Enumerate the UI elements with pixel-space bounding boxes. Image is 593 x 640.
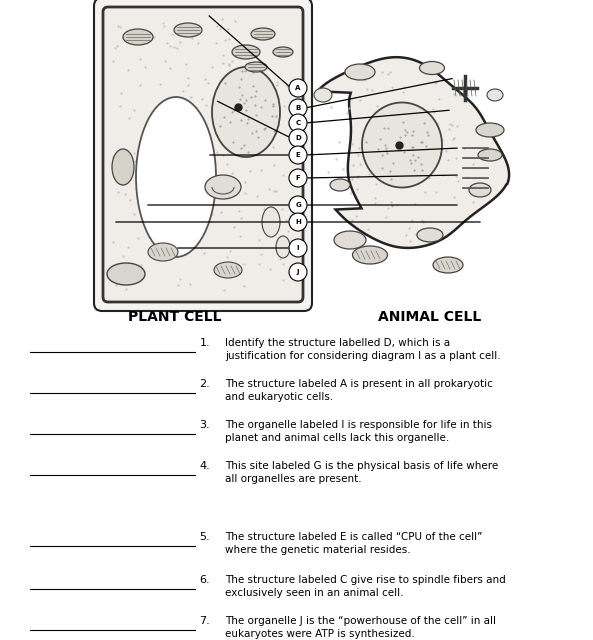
- Circle shape: [289, 263, 307, 281]
- Ellipse shape: [273, 47, 293, 57]
- Ellipse shape: [112, 149, 134, 185]
- Text: where the genetic material resides.: where the genetic material resides.: [225, 545, 410, 555]
- Ellipse shape: [205, 175, 241, 199]
- FancyBboxPatch shape: [103, 7, 303, 302]
- Ellipse shape: [478, 149, 502, 161]
- Text: 7.: 7.: [199, 616, 210, 626]
- Ellipse shape: [334, 231, 366, 249]
- Ellipse shape: [174, 23, 202, 37]
- Ellipse shape: [469, 183, 491, 197]
- Ellipse shape: [314, 88, 332, 102]
- Text: 4.: 4.: [199, 461, 210, 471]
- Text: This site labeled G is the physical basis of life where: This site labeled G is the physical basi…: [225, 461, 498, 471]
- Ellipse shape: [352, 246, 387, 264]
- Circle shape: [289, 129, 307, 147]
- Ellipse shape: [276, 236, 290, 258]
- Text: 3.: 3.: [199, 420, 210, 430]
- Ellipse shape: [232, 45, 260, 59]
- Text: 1.: 1.: [199, 338, 210, 348]
- Circle shape: [289, 146, 307, 164]
- Ellipse shape: [345, 64, 375, 80]
- Ellipse shape: [330, 179, 350, 191]
- Text: E: E: [296, 152, 301, 158]
- Ellipse shape: [123, 29, 153, 45]
- Circle shape: [289, 79, 307, 97]
- Text: planet and animal cells lack this organelle.: planet and animal cells lack this organe…: [225, 433, 449, 443]
- Circle shape: [289, 114, 307, 132]
- Ellipse shape: [362, 102, 442, 188]
- Ellipse shape: [136, 97, 216, 257]
- Ellipse shape: [419, 61, 445, 74]
- Ellipse shape: [476, 123, 504, 137]
- Ellipse shape: [245, 62, 267, 72]
- Circle shape: [289, 99, 307, 117]
- FancyBboxPatch shape: [94, 0, 312, 311]
- Ellipse shape: [212, 67, 280, 157]
- Text: H: H: [295, 219, 301, 225]
- Ellipse shape: [487, 89, 503, 101]
- Circle shape: [289, 239, 307, 257]
- Text: G: G: [295, 202, 301, 208]
- Polygon shape: [318, 57, 509, 248]
- Text: all organelles are present.: all organelles are present.: [225, 474, 362, 484]
- Ellipse shape: [251, 28, 275, 40]
- Text: PLANT CELL: PLANT CELL: [128, 310, 222, 324]
- Text: and eukaryotic cells.: and eukaryotic cells.: [225, 392, 333, 402]
- Text: I: I: [296, 245, 299, 251]
- Ellipse shape: [148, 243, 178, 261]
- Text: ANIMAL CELL: ANIMAL CELL: [378, 310, 482, 324]
- Circle shape: [289, 213, 307, 231]
- Ellipse shape: [262, 207, 280, 237]
- Text: F: F: [296, 175, 301, 181]
- Text: The structure labeled A is present in all prokaryotic: The structure labeled A is present in al…: [225, 379, 493, 389]
- Ellipse shape: [433, 257, 463, 273]
- Text: The structure labeled E is called “CPU of the cell”: The structure labeled E is called “CPU o…: [225, 532, 482, 542]
- Circle shape: [289, 169, 307, 187]
- Text: justification for considering diagram I as a plant cell.: justification for considering diagram I …: [225, 351, 500, 361]
- Text: 2.: 2.: [199, 379, 210, 389]
- Text: 5.: 5.: [199, 532, 210, 542]
- Text: C: C: [295, 120, 301, 126]
- Ellipse shape: [417, 228, 443, 242]
- Text: eukaryotes were ATP is synthesized.: eukaryotes were ATP is synthesized.: [225, 629, 415, 639]
- Ellipse shape: [107, 263, 145, 285]
- Text: B: B: [295, 105, 301, 111]
- Text: Identify the structure labelled D, which is a: Identify the structure labelled D, which…: [225, 338, 450, 348]
- Text: 6.: 6.: [199, 575, 210, 585]
- Text: A: A: [295, 85, 301, 91]
- Text: exclusively seen in an animal cell.: exclusively seen in an animal cell.: [225, 588, 403, 598]
- Ellipse shape: [214, 262, 242, 278]
- Text: The organelle labeled I is responsible for life in this: The organelle labeled I is responsible f…: [225, 420, 492, 430]
- Text: D: D: [295, 135, 301, 141]
- Text: The structure labeled C give rise to spindle fibers and: The structure labeled C give rise to spi…: [225, 575, 506, 585]
- Text: J: J: [296, 269, 299, 275]
- Text: The organelle J is the “powerhouse of the cell” in all: The organelle J is the “powerhouse of th…: [225, 616, 496, 626]
- Circle shape: [289, 196, 307, 214]
